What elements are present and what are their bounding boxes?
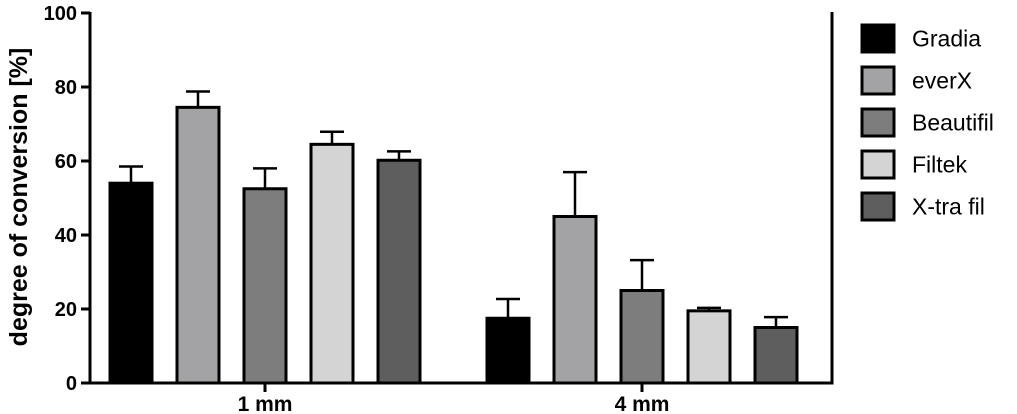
bar-everx-2: [552, 215, 598, 385]
legend-label-x-tra-fil: X-tra fil: [912, 194, 985, 220]
y-tick-label-60: 60: [55, 151, 77, 173]
y-tick-label-100: 100: [44, 3, 77, 25]
bar-filtek-2: [686, 309, 732, 385]
y-tick-label-40: 40: [55, 225, 77, 247]
legend-swatch-beautifil: [860, 107, 896, 138]
legend-label-filtek: Filtek: [912, 152, 967, 178]
y-tick-label-80: 80: [55, 77, 77, 99]
bars-layer: [108, 90, 799, 385]
bar-filtek-1: [309, 142, 355, 385]
x-category-label-2: 4 mm: [615, 393, 670, 414]
x-category-label-1: 1 mm: [238, 393, 293, 414]
legend-label-beautifil: Beautifil: [912, 110, 994, 136]
bar-x-tra-fil-2: [753, 326, 799, 385]
legend: Gradia everX Beautifil Filtek X-tra fil: [860, 23, 994, 222]
y-tick-label-0: 0: [66, 373, 77, 395]
legend-label-gradia: Gradia: [912, 26, 981, 52]
axes-layer: 0 20 40 60 80 100 1 mm 4 mm: [44, 3, 834, 414]
bar-everx-1: [175, 105, 221, 385]
legend-swatch-gradia: [860, 23, 896, 54]
legend-label-everx: everX: [912, 68, 972, 94]
bar-gradia-1: [108, 181, 154, 385]
legend-swatch-everx: [860, 65, 896, 96]
y-tick-label-20: 20: [55, 299, 77, 321]
legend-swatch-filtek: [860, 149, 896, 180]
bar-x-tra-fil-1: [376, 158, 422, 385]
legend-swatch-x-tra-fil: [860, 191, 896, 222]
bar-gradia-2: [485, 316, 531, 385]
bar-beautifil-1: [242, 187, 288, 385]
y-axis-title: degree of conversion [%]: [5, 48, 33, 347]
bar-beautifil-2: [619, 289, 665, 385]
